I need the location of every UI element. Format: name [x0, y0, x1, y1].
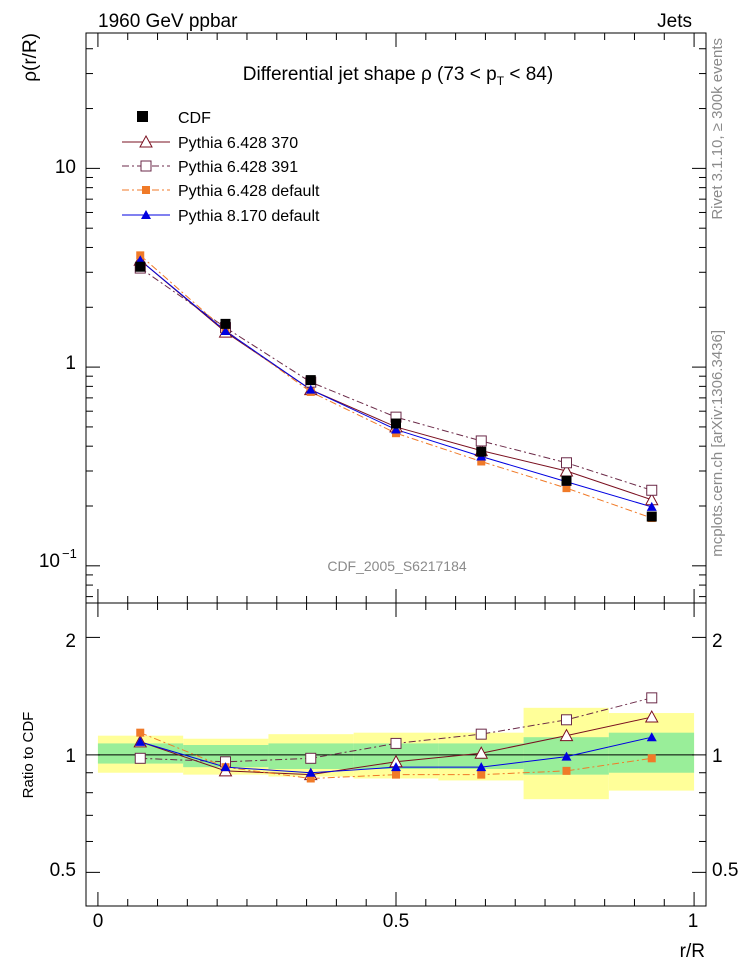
cdf-data-point: [135, 261, 146, 272]
legend-marker-pythia6-391: [140, 160, 152, 172]
ratio-point-pythia-6-428-370: [644, 710, 659, 723]
ratio-panel: Ratio to CDF 2 1 0.5 2 1 0.5 0 0.5 1 r/R: [20, 602, 738, 962]
main-point-pythia-6-428-391: [475, 435, 487, 447]
cdf-data-point: [476, 446, 487, 457]
main-y-tick-label-1: 1: [65, 353, 76, 374]
legend-marker-cdf: [137, 111, 148, 122]
cdf-data-point: [220, 318, 231, 329]
main-point-pythia-6-428-391: [646, 484, 658, 496]
ratio-data-layer: [133, 692, 659, 783]
main-y-tick-exponent: −1: [62, 546, 77, 561]
main-point-pythia-8-170-default: [646, 501, 657, 511]
ratio-band-green: [183, 745, 269, 768]
rivet-version-label: Rivet 3.1.10, ≥ 300k events: [709, 38, 726, 220]
ratio-point-pythia-6-428-370: [559, 728, 574, 742]
x-tick-label-1: 1: [688, 911, 699, 932]
legend: CDF Pythia 6.428 370 Pythia 6.428 391 Py…: [122, 110, 320, 225]
main-point-pythia-8-170-default: [220, 325, 231, 335]
ratio-point-pythia-6-428-default: [306, 774, 315, 783]
ratio-point-pythia-6-428-default: [392, 770, 400, 779]
ratio-point-pythia-6-428-391: [561, 714, 572, 726]
legend-label-pythia6-391: Pythia 6.428 391: [178, 159, 298, 176]
ratio-y-tick-label-left-2: 2: [65, 631, 76, 652]
cdf-data-point: [391, 418, 401, 429]
ratio-point-pythia-8-170-default: [561, 751, 572, 761]
ratio-y-tick-label-right-1: 1: [712, 746, 723, 767]
cdf-data-point: [646, 511, 657, 522]
analysis-id-label: CDF_2005_S6217184: [327, 558, 467, 574]
main-series-line-pythia-6-428-370: [139, 259, 652, 501]
header-process-label: Jets: [657, 11, 692, 32]
ratio-point-pythia-6-428-default: [477, 770, 486, 779]
cdf-data-point: [305, 375, 316, 386]
main-panel: Differential jet shape ρ (73 < pT < 84) …: [20, 32, 707, 604]
ratio-point-pythia-6-428-391: [475, 728, 487, 740]
legend-label-pythia8-default: Pythia 8.170 default: [178, 208, 320, 225]
ratio-point-pythia-8-170-default: [305, 767, 316, 777]
ratio-y-tick-label-left-0p5: 0.5: [50, 860, 76, 881]
ratio-uncertainty-bands: [97, 707, 695, 800]
ratio-y-tick-label-right-0p5: 0.5: [712, 860, 738, 881]
main-y-tick-label-0p1: 10: [39, 551, 60, 572]
ratio-point-pythia-6-428-default: [136, 728, 145, 737]
mcplots-label: mcplots.cern.ch [arXiv:1306.3436]: [709, 330, 726, 557]
legend-marker-pythia8-default: [141, 210, 151, 219]
legend-label-pythia6-370: Pythia 6.428 370: [178, 135, 298, 152]
main-series-line-pythia-6-428-391: [139, 267, 652, 491]
ratio-point-pythia-8-170-default: [220, 762, 231, 772]
x-tick-label-0p5: 0.5: [383, 911, 409, 932]
main-point-pythia-6-428-391: [561, 457, 572, 469]
main-point-pythia-6-428-default: [562, 484, 571, 493]
ratio-point-pythia-6-428-370: [474, 746, 489, 759]
x-tick-label-0: 0: [93, 911, 104, 932]
main-chart-title: Differential jet shape ρ (73 < pT < 84): [243, 64, 553, 88]
legend-marker-pythia6-default: [142, 186, 150, 194]
main-y-axis-label: ρ(r/R): [20, 33, 41, 82]
ratio-y-axis-label: Ratio to CDF: [20, 712, 37, 799]
main-point-pythia-8-170-default: [305, 384, 316, 394]
ratio-axis-ticks: [86, 603, 706, 906]
ratio-point-pythia-8-170-default: [646, 732, 657, 742]
ratio-point-pythia-6-428-default: [647, 754, 656, 763]
legend-label-cdf: CDF: [178, 110, 211, 127]
ratio-point-pythia-6-428-391: [390, 737, 402, 749]
main-point-pythia-8-170-default: [391, 424, 401, 434]
ratio-plot-frame: [85, 602, 707, 907]
main-point-pythia-6-428-default: [477, 457, 486, 466]
main-series-line-pythia-6-428-default: [139, 254, 652, 519]
ratio-y-tick-label-right-2: 2: [712, 631, 723, 652]
ratio-point-pythia-8-170-default: [391, 762, 401, 772]
x-axis-label: r/R: [680, 941, 705, 962]
main-series-line-pythia-8-170-default: [139, 259, 652, 508]
header-energy-label: 1960 GeV ppbar: [98, 11, 238, 32]
ratio-point-pythia-6-428-default: [562, 766, 571, 775]
ratio-point-pythia-6-428-391: [646, 692, 658, 704]
legend-label-pythia6-default: Pythia 6.428 default: [178, 183, 320, 200]
ratio-point-pythia-6-428-391: [134, 752, 146, 764]
ratio-point-pythia-8-170-default: [135, 736, 146, 746]
main-y-tick-label-10: 10: [55, 157, 76, 178]
main-data-layer: [133, 251, 659, 523]
ratio-point-pythia-6-428-391: [305, 752, 317, 764]
cdf-data-point: [561, 475, 572, 486]
ratio-y-tick-label-left-1: 1: [65, 746, 76, 767]
ratio-point-pythia-8-170-default: [476, 762, 487, 772]
legend-marker-pythia6-370: [139, 134, 153, 148]
main-axis-ticks: [86, 33, 706, 603]
